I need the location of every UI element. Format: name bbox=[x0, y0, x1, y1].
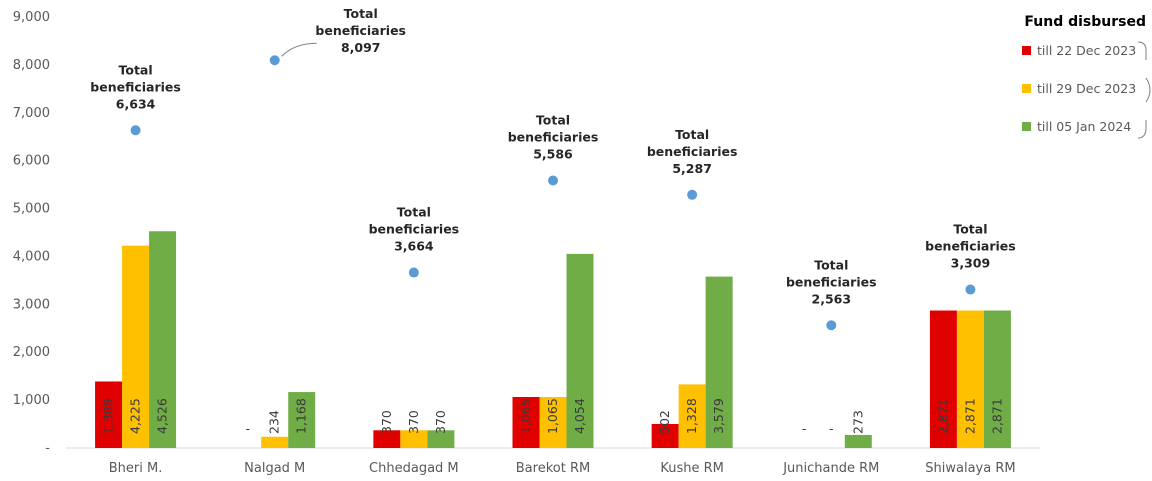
data-label: 1,065 bbox=[518, 398, 533, 434]
legend-title: Fund disbursed bbox=[1024, 14, 1146, 30]
data-label: - bbox=[245, 421, 250, 436]
data-label: 2,871 bbox=[935, 398, 950, 434]
beneficiary-point bbox=[826, 320, 837, 331]
beneficiary-point bbox=[687, 189, 698, 200]
legend-label: till 22 Dec 2023 bbox=[1037, 43, 1136, 58]
beneficiary-point bbox=[130, 125, 141, 136]
x-tick-label: Junichande RM bbox=[782, 461, 879, 476]
data-label: 370 bbox=[379, 410, 394, 434]
annotation-value: 6,634 bbox=[116, 96, 156, 111]
x-tick-label: Barekot RM bbox=[516, 461, 590, 476]
bar bbox=[705, 276, 733, 448]
beneficiary-point bbox=[408, 267, 419, 278]
x-tick-label: Chhedagad M bbox=[369, 461, 459, 476]
annotation-beneficiaries: beneficiaries bbox=[90, 79, 181, 94]
x-tick-label: Bheri M. bbox=[109, 461, 163, 476]
data-label: 4,225 bbox=[128, 398, 143, 434]
y-tick-label: 7,000 bbox=[13, 106, 50, 121]
annotation-total: Total bbox=[536, 112, 570, 127]
axes: - 1,000 2,000 3,000 4,000 5,000 6,000 7,000 8,00… bbox=[13, 10, 1040, 476]
bar bbox=[929, 310, 957, 448]
annotation-beneficiaries: beneficiaries bbox=[786, 274, 877, 289]
y-tick-label: 5,000 bbox=[13, 202, 50, 217]
bar bbox=[149, 231, 177, 448]
x-tick-label: Kushe RM bbox=[660, 461, 724, 476]
data-label: 1,065 bbox=[545, 398, 560, 434]
bar bbox=[983, 310, 1011, 448]
bar bbox=[512, 396, 540, 448]
bar bbox=[539, 396, 567, 448]
legend-swatch bbox=[1022, 84, 1031, 93]
bars: 1,389 4,225 4,526 - 234 1,168 370 370 370 1,065 1,… bbox=[95, 231, 1011, 448]
beneficiary-point bbox=[269, 55, 280, 66]
bar bbox=[844, 434, 872, 448]
data-label: 1,168 bbox=[294, 398, 309, 434]
y-tick-label: 8,000 bbox=[13, 58, 50, 73]
data-label: 370 bbox=[433, 410, 448, 434]
data-label: 273 bbox=[850, 410, 865, 434]
bar bbox=[956, 310, 984, 448]
legend-swatch bbox=[1022, 46, 1031, 55]
annotation-beneficiaries: beneficiaries bbox=[369, 222, 460, 237]
bar bbox=[651, 423, 679, 448]
beneficiary-point bbox=[548, 175, 558, 186]
annotation-value: 8,097 bbox=[341, 40, 381, 55]
data-label: - bbox=[829, 421, 834, 436]
data-label: 1,389 bbox=[101, 398, 116, 434]
data-label: 3,579 bbox=[711, 398, 726, 434]
annotation-total: Total bbox=[953, 222, 987, 237]
annotation-leader bbox=[281, 42, 317, 57]
data-label: 2,871 bbox=[962, 398, 977, 434]
beneficiary-annotations: Total beneficiaries 6,634 Total beneficiarie… bbox=[90, 6, 1016, 331]
bar bbox=[566, 253, 594, 448]
bar bbox=[373, 430, 401, 448]
annotation-beneficiaries: beneficiaries bbox=[647, 144, 738, 159]
data-label: 4,054 bbox=[572, 398, 587, 434]
annotation-total: Total bbox=[397, 205, 431, 220]
data-label: 502 bbox=[657, 410, 672, 434]
data-label: 1,328 bbox=[684, 398, 699, 434]
annotation-total: Total bbox=[675, 127, 709, 142]
y-tick-label: 3,000 bbox=[13, 297, 50, 312]
legend-swatch bbox=[1022, 122, 1031, 131]
annotation-value: 5,287 bbox=[672, 161, 712, 176]
data-label: 4,526 bbox=[155, 398, 170, 434]
annotation-value: 3,664 bbox=[394, 239, 434, 254]
annotation-total: Total bbox=[344, 6, 378, 21]
legend-label: till 29 Dec 2023 bbox=[1037, 81, 1136, 96]
data-label: 234 bbox=[267, 410, 282, 434]
annotation-beneficiaries: beneficiaries bbox=[315, 23, 406, 38]
bar bbox=[288, 392, 316, 448]
y-tick-label: 6,000 bbox=[13, 154, 50, 169]
annotation-beneficiaries: beneficiaries bbox=[508, 129, 599, 144]
bar bbox=[400, 430, 428, 448]
annotation-value: 2,563 bbox=[812, 291, 852, 306]
annotation-value: 3,309 bbox=[951, 256, 991, 271]
bar bbox=[95, 381, 123, 448]
legend-bracket bbox=[1137, 41, 1151, 139]
y-tick-label: 1,000 bbox=[13, 393, 50, 408]
annotation-total: Total bbox=[814, 257, 848, 272]
bar bbox=[122, 245, 150, 448]
data-label: 370 bbox=[406, 410, 421, 434]
legend: Fund disbursed till 22 Dec 2023 till 29 De… bbox=[1022, 14, 1151, 139]
legend-label: till 05 Jan 2024 bbox=[1037, 119, 1131, 134]
bar bbox=[261, 436, 289, 448]
bar bbox=[678, 384, 706, 448]
x-tick-label: Nalgad M bbox=[244, 461, 305, 476]
data-label: 2,871 bbox=[989, 398, 1004, 434]
annotation-total: Total bbox=[118, 62, 152, 77]
x-tick-label: Shiwalaya RM bbox=[925, 461, 1015, 476]
beneficiary-point bbox=[965, 284, 976, 295]
y-tick-label: 4,000 bbox=[13, 249, 50, 264]
annotation-beneficiaries: beneficiaries bbox=[925, 239, 1016, 254]
y-tick-label: 9,000 bbox=[13, 10, 50, 25]
y-tick-label: - bbox=[45, 441, 50, 456]
bar bbox=[427, 430, 455, 448]
data-label: - bbox=[802, 421, 807, 436]
annotation-value: 5,586 bbox=[533, 146, 573, 161]
y-tick-label: 2,000 bbox=[13, 345, 50, 360]
